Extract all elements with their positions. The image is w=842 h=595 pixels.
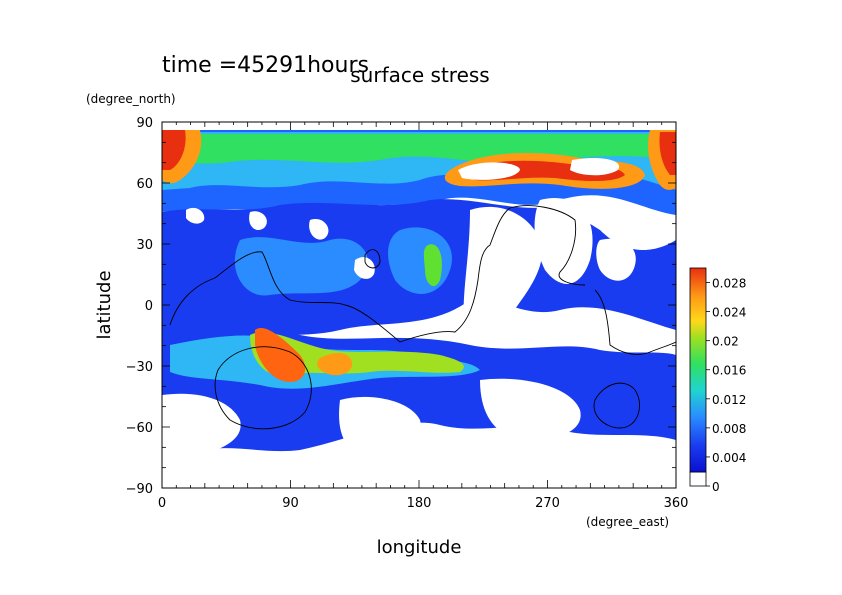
colorbar-ticks: 0 0.004 0.008 0.012 0.016 0.02 0.024 0.028 xyxy=(706,277,746,494)
field-hotspot-nw-core xyxy=(162,130,186,170)
gap-bottom xyxy=(162,455,676,488)
x-tick-label: 360 xyxy=(664,496,689,511)
axis-ticks: 0 90 180 270 360 90 60 30 0 −30 −60 −90 xyxy=(126,116,689,511)
colorbar-tick-label: 0.024 xyxy=(712,306,746,320)
gap-pacific xyxy=(463,206,542,345)
colorbar-tick-label: 0.02 xyxy=(712,335,739,349)
chart-title: surface stress xyxy=(350,63,489,87)
y-tick-label: 30 xyxy=(136,238,153,253)
gap-west-2 xyxy=(249,211,267,231)
gap-north-2 xyxy=(570,158,620,176)
gap-ne-small xyxy=(596,238,636,281)
coastlines xyxy=(169,205,676,430)
x-axis-label: longitude xyxy=(377,537,462,558)
heatmap-field xyxy=(162,130,676,488)
y-tick-label: −30 xyxy=(126,360,153,375)
y-tick-label: 0 xyxy=(145,299,153,314)
y-tick-label: 90 xyxy=(136,116,153,131)
colorbar-tick-label: 0.004 xyxy=(712,451,746,465)
y-units-label: (degree_north) xyxy=(86,92,176,106)
colorbar-tick-label: 0.016 xyxy=(712,364,746,378)
coastline-south-1 xyxy=(214,346,312,430)
field-hotspot-south xyxy=(255,328,306,382)
x-tick-label: 180 xyxy=(407,496,432,511)
time-label: time =45291hours xyxy=(162,53,369,78)
colorbar-gradient xyxy=(689,267,707,473)
colorbar-tick-label: 0.012 xyxy=(712,393,746,407)
colorbar-tick-label: 0.028 xyxy=(712,277,746,291)
gap-south-3 xyxy=(480,378,581,440)
gap-west-1 xyxy=(186,207,205,224)
gap-south-2 xyxy=(339,396,421,453)
x-units-label: (degree_east) xyxy=(586,515,669,529)
x-tick-label: 270 xyxy=(535,496,560,511)
y-tick-label: −90 xyxy=(126,482,153,497)
y-axis-label: latitude xyxy=(94,270,115,339)
coastline-island-1 xyxy=(364,249,381,269)
x-tick-label: 0 xyxy=(158,496,166,511)
gap-west-3 xyxy=(309,219,329,240)
gap-east xyxy=(534,198,593,284)
colorbar-tick-label: 0.008 xyxy=(712,422,746,436)
coastline-americas xyxy=(594,289,676,355)
field-mid-north-light xyxy=(234,237,369,296)
colorbar: 0 0.004 0.008 0.012 0.016 0.02 0.024 0.028 xyxy=(689,267,746,494)
gap-central xyxy=(354,257,375,279)
y-tick-label: 60 xyxy=(136,177,153,192)
field-hotspot-ne-core xyxy=(659,132,676,175)
field-hotspot-south-2 xyxy=(317,353,353,376)
field-mid-north-green xyxy=(423,244,442,287)
gap-south-1 xyxy=(162,393,241,455)
gap-north-1 xyxy=(458,162,520,180)
coastline-africa-asia xyxy=(169,205,586,343)
colorbar-tick-label: 0 xyxy=(712,480,720,494)
y-tick-label: −60 xyxy=(126,421,153,436)
coastline-south-2 xyxy=(593,382,640,429)
x-tick-label: 90 xyxy=(282,496,299,511)
colorbar-white-segment xyxy=(689,471,707,487)
